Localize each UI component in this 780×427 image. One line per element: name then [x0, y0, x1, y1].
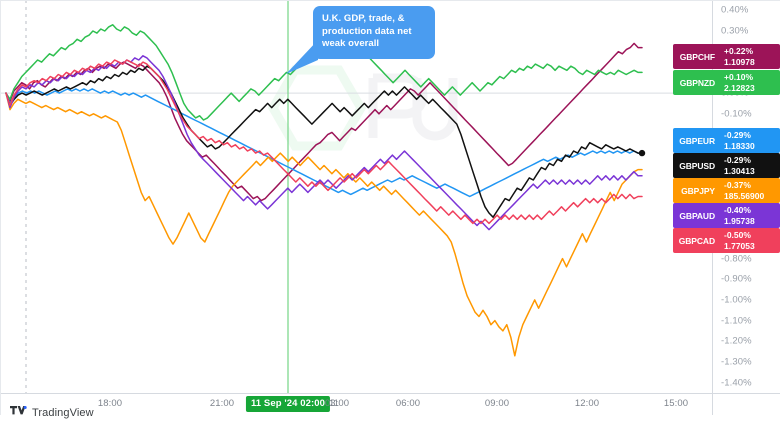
- time-axis-tick: 03:00: [324, 398, 350, 409]
- legend-symbol-gbpcad[interactable]: GBPCAD: [673, 228, 719, 253]
- legend-price: 1.18330: [724, 140, 755, 151]
- time-axis-tick: 15:00: [663, 398, 689, 409]
- legend-percent: +0.10%: [724, 71, 754, 82]
- time-axis-tick: 18:00: [97, 398, 123, 409]
- series-line-gbpcad: [5, 59, 643, 225]
- legend-value-gbpeur[interactable]: -0.29% 1.18330: [719, 128, 780, 153]
- legend-price: 2.12823: [724, 82, 755, 93]
- tradingview-logo-icon: [10, 404, 27, 422]
- series-line-gbpjpy: [5, 92, 643, 357]
- price-axis-tick: -1.30%: [721, 356, 752, 368]
- tradingview-branding[interactable]: TradingView: [10, 404, 94, 422]
- footer: [0, 415, 780, 427]
- legend-price: 1.77053: [724, 240, 755, 251]
- price-axis-tick: -1.20%: [721, 335, 752, 347]
- price-axis-tick: -1.40%: [721, 377, 752, 389]
- legend-row[interactable]: GBPAUD -0.40% 1.95738: [673, 203, 780, 228]
- time-axis-tick: 06:00: [395, 398, 421, 409]
- price-axis-tick: 0.30%: [721, 25, 749, 37]
- price-axis-tick: 0.40%: [721, 4, 749, 16]
- price-axis-tick: -0.90%: [721, 273, 752, 285]
- series-line-gbpaud: [5, 55, 643, 231]
- legend-percent: -0.29%: [724, 129, 751, 140]
- legend-symbol-gbpeur[interactable]: GBPEUR: [673, 128, 719, 153]
- legend-percent: -0.37%: [724, 179, 751, 190]
- legend-symbol-gbpusd[interactable]: GBPUSD: [673, 153, 719, 178]
- chart-series-layer: [5, 24, 646, 357]
- legend-percent: -0.50%: [724, 229, 751, 240]
- axis-corner: [712, 393, 780, 416]
- legend-percent: -0.40%: [724, 204, 751, 215]
- legend-symbol-gbpnzd[interactable]: GBPNZD: [673, 70, 719, 95]
- legend-price: 1.30413: [724, 165, 755, 176]
- legend-row[interactable]: GBPEUR -0.29% 1.18330: [673, 128, 780, 153]
- annotation-callout[interactable]: U.K. GDP, trade, & production data net w…: [313, 6, 435, 59]
- legend-row[interactable]: GBPCAD -0.50% 1.77053: [673, 228, 780, 253]
- legend-price: 1.10978: [724, 56, 755, 67]
- price-axis-tick: -1.00%: [721, 294, 752, 306]
- legend-value-gbpaud[interactable]: -0.40% 1.95738: [719, 203, 780, 228]
- time-axis-active-tick[interactable]: 11 Sep '24 02:00: [245, 396, 331, 412]
- legend-value-gbpusd[interactable]: -0.29% 1.30413: [719, 153, 780, 178]
- legend-value-gbpjpy[interactable]: -0.37% 185.56900: [719, 178, 780, 203]
- legend-percent: -0.29%: [724, 154, 751, 165]
- legend-row[interactable]: GBPJPY -0.37% 185.56900: [673, 178, 780, 203]
- time-axis-tick: 11: [328, 398, 340, 409]
- legend-percent: +0.22%: [724, 45, 754, 56]
- legend-symbol-gbpaud[interactable]: GBPAUD: [673, 203, 719, 228]
- legend-value-gbpnzd[interactable]: +0.10% 2.12823: [719, 70, 780, 95]
- chart-plot-area[interactable]: U.K. GDP, trade, & production data net w…: [0, 0, 712, 393]
- time-axis-tick: 21:00: [209, 398, 235, 409]
- time-axis[interactable]: 18:00 21:00 11 11 Sep '24 02:00 03:00 06:00 09…: [0, 393, 712, 416]
- legend-row[interactable]: GBPCHF +0.22% 1.10978: [673, 44, 780, 69]
- legend-symbol-gbpchf[interactable]: GBPCHF: [673, 44, 719, 69]
- legend-price: 185.56900: [724, 190, 765, 201]
- price-axis-tick: -0.10%: [721, 108, 752, 120]
- legend-value-gbpchf[interactable]: +0.22% 1.10978: [719, 44, 780, 69]
- time-axis-tick: 09:00: [484, 398, 510, 409]
- series-line-gbpchf: [5, 42, 643, 202]
- legend-row[interactable]: GBPUSD -0.29% 1.30413: [673, 153, 780, 178]
- last-price-dot: [638, 149, 646, 157]
- series-line-gbpusd: [5, 65, 643, 218]
- time-axis-tick: 12:00: [574, 398, 600, 409]
- tradingview-label: TradingView: [32, 407, 94, 419]
- legend-value-gbpcad[interactable]: -0.50% 1.77053: [719, 228, 780, 253]
- legend-price: 1.95738: [724, 215, 755, 226]
- price-axis-tick: -1.10%: [721, 315, 752, 327]
- legend-row[interactable]: GBPNZD +0.10% 2.12823: [673, 70, 780, 95]
- price-axis-tick: -0.80%: [721, 253, 752, 265]
- legend-symbol-gbpjpy[interactable]: GBPJPY: [673, 178, 719, 203]
